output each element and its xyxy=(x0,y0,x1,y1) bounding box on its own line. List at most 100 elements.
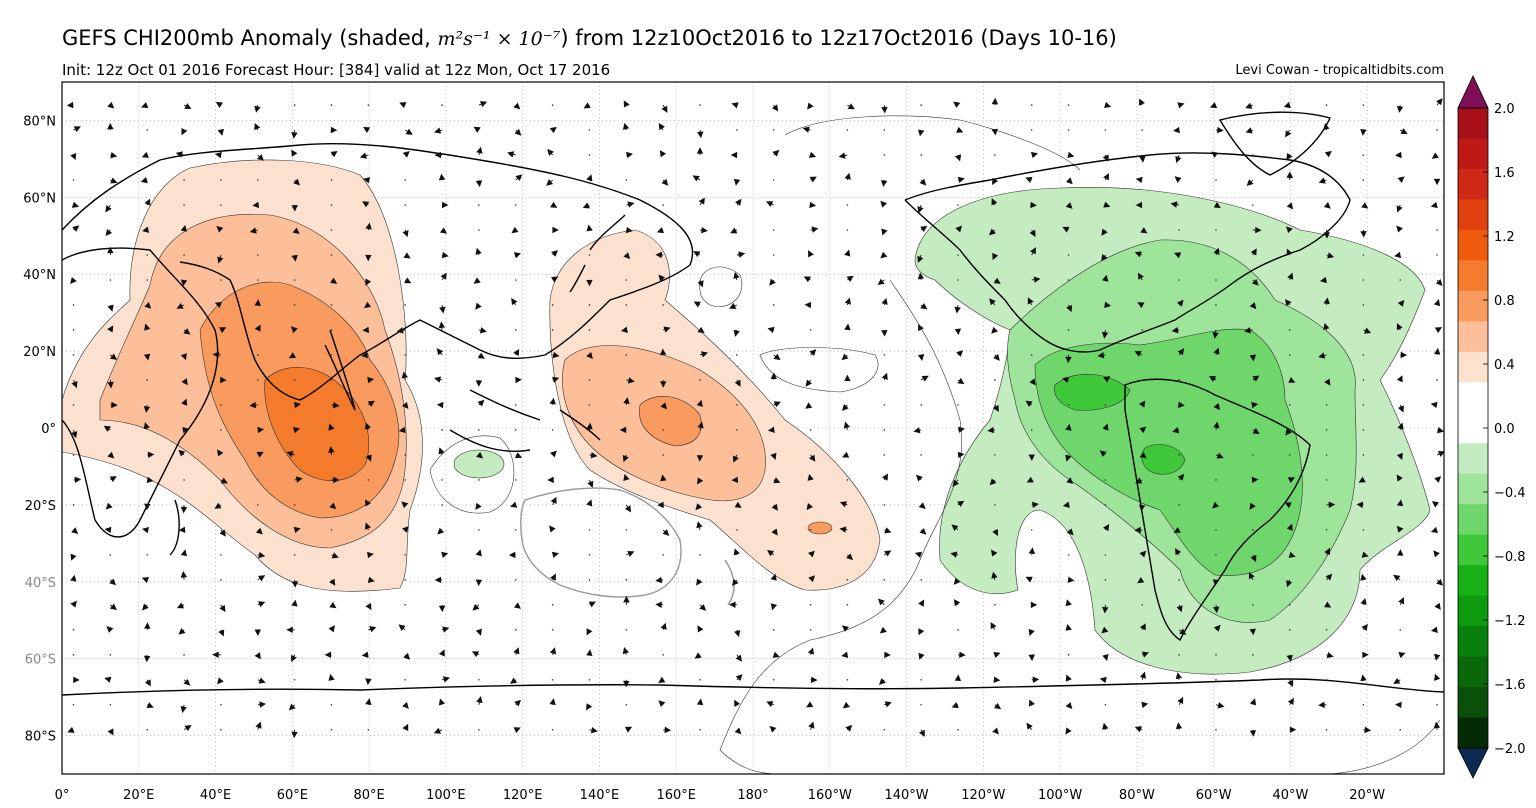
wind-dot xyxy=(1252,454,1254,456)
wind-dot xyxy=(625,579,628,581)
wind-arrow xyxy=(328,673,335,681)
wind-arrow xyxy=(697,326,705,334)
wind-arrow xyxy=(655,601,664,608)
wind-arrow xyxy=(183,678,191,686)
wind-arrow xyxy=(991,571,998,580)
wind-arrow xyxy=(994,702,1002,710)
wind-arrow xyxy=(1025,176,1033,183)
wind-arrow xyxy=(699,604,707,611)
wind-arrow xyxy=(1135,201,1143,209)
wind-arrow xyxy=(1213,421,1220,430)
wind-arrow xyxy=(842,701,850,709)
wind-arrow xyxy=(625,226,633,234)
americas-negative-anomaly xyxy=(914,187,1431,675)
wind-dot xyxy=(994,454,996,456)
wind-dot xyxy=(1325,454,1328,456)
wind-dot xyxy=(1362,179,1365,181)
wind-arrow xyxy=(292,427,300,434)
wind-arrow xyxy=(107,246,114,256)
wind-dot xyxy=(72,704,75,706)
coast-india xyxy=(324,329,356,411)
wind-arrow xyxy=(1065,727,1072,735)
wind-dot xyxy=(551,429,554,431)
wind-arrow xyxy=(73,476,82,484)
wind-arrow xyxy=(436,401,444,409)
wind-arrow xyxy=(1252,226,1262,234)
wind-arrow xyxy=(254,324,261,332)
wind-dot xyxy=(1215,304,1217,306)
wind-arrow xyxy=(698,197,705,206)
lon-tick-label: 40°E xyxy=(200,788,231,803)
wind-arrow xyxy=(806,701,814,708)
wind-arrow xyxy=(731,102,739,109)
wind-arrow xyxy=(1251,401,1259,409)
wind-arrow xyxy=(513,348,520,357)
wind-arrow xyxy=(699,226,708,234)
wind-arrow xyxy=(1099,450,1107,457)
wind-dot xyxy=(1104,404,1107,406)
wind-arrow xyxy=(1031,151,1039,159)
wind-dot xyxy=(1178,504,1180,506)
wind-arrow xyxy=(586,499,593,507)
wind-dot xyxy=(551,104,554,106)
colorbar-label: 1.6 xyxy=(1494,166,1515,181)
wind-arrow xyxy=(1433,299,1441,307)
wind-arrow xyxy=(1213,624,1221,632)
wind-arrow xyxy=(1065,674,1072,682)
wind-arrow xyxy=(1288,551,1296,558)
colorbar-cell xyxy=(1458,473,1488,505)
wind-arrow xyxy=(71,527,79,535)
wind-arrow xyxy=(697,129,704,139)
wind-dot xyxy=(256,379,259,381)
wind-arrow xyxy=(433,127,443,134)
wind-arrow xyxy=(586,224,593,232)
wind-arrow xyxy=(361,351,369,359)
wind-arrow xyxy=(1061,376,1070,384)
longitude-labels: 0° 20°E 40°E 60°E 80°E 100°E 120°E 140°E 160°E 18… xyxy=(55,788,1386,803)
wind-dot xyxy=(478,429,480,431)
wind-dot xyxy=(1362,279,1365,281)
wind-arrow xyxy=(552,351,560,359)
wind-dot xyxy=(72,654,75,656)
wind-arrow xyxy=(1213,347,1220,356)
wind-arrow xyxy=(1396,525,1404,533)
wind-arrow xyxy=(919,178,927,186)
wind-dot xyxy=(330,728,333,731)
wind-dot xyxy=(1067,104,1070,106)
wind-dot xyxy=(625,179,628,181)
wind-arrow xyxy=(1102,524,1110,532)
wind-dot xyxy=(183,479,185,481)
wind-arrow xyxy=(692,175,701,182)
wind-arrow xyxy=(1065,599,1072,607)
wind-arrow xyxy=(1394,151,1402,159)
wind-arrow xyxy=(1139,98,1145,106)
wind-arrow xyxy=(586,279,593,287)
wind-arrow xyxy=(1251,278,1259,286)
wind-arrow xyxy=(1139,154,1146,163)
title-suffix: ) from 12z10Oct2016 to 12z17Oct2016 (Day… xyxy=(560,26,1117,50)
wind-arrow xyxy=(1028,628,1035,637)
wind-arrow xyxy=(256,451,264,458)
wind-arrow xyxy=(219,327,227,334)
wind-arrow xyxy=(1208,375,1217,382)
wind-arrow xyxy=(70,277,77,285)
wind-dot xyxy=(883,354,886,356)
wind-arrow xyxy=(1067,576,1075,583)
wind-arrow xyxy=(1397,176,1405,183)
wind-arrow xyxy=(514,128,522,136)
wind-arrow xyxy=(918,652,925,660)
wind-dot xyxy=(1325,529,1328,531)
wind-arrow xyxy=(1288,376,1296,383)
wind-arrow xyxy=(588,601,596,608)
wind-arrow xyxy=(291,654,297,663)
wind-arrow xyxy=(1062,501,1070,508)
wind-arrow xyxy=(956,126,964,133)
wind-arrow xyxy=(257,701,267,708)
wind-dot xyxy=(920,404,922,406)
wind-arrow xyxy=(1103,201,1111,208)
wind-dot xyxy=(772,229,775,231)
wind-arrow xyxy=(1287,697,1295,706)
wind-arrow xyxy=(807,102,814,110)
wind-arrow xyxy=(626,201,635,208)
wind-arrow xyxy=(1360,229,1367,238)
